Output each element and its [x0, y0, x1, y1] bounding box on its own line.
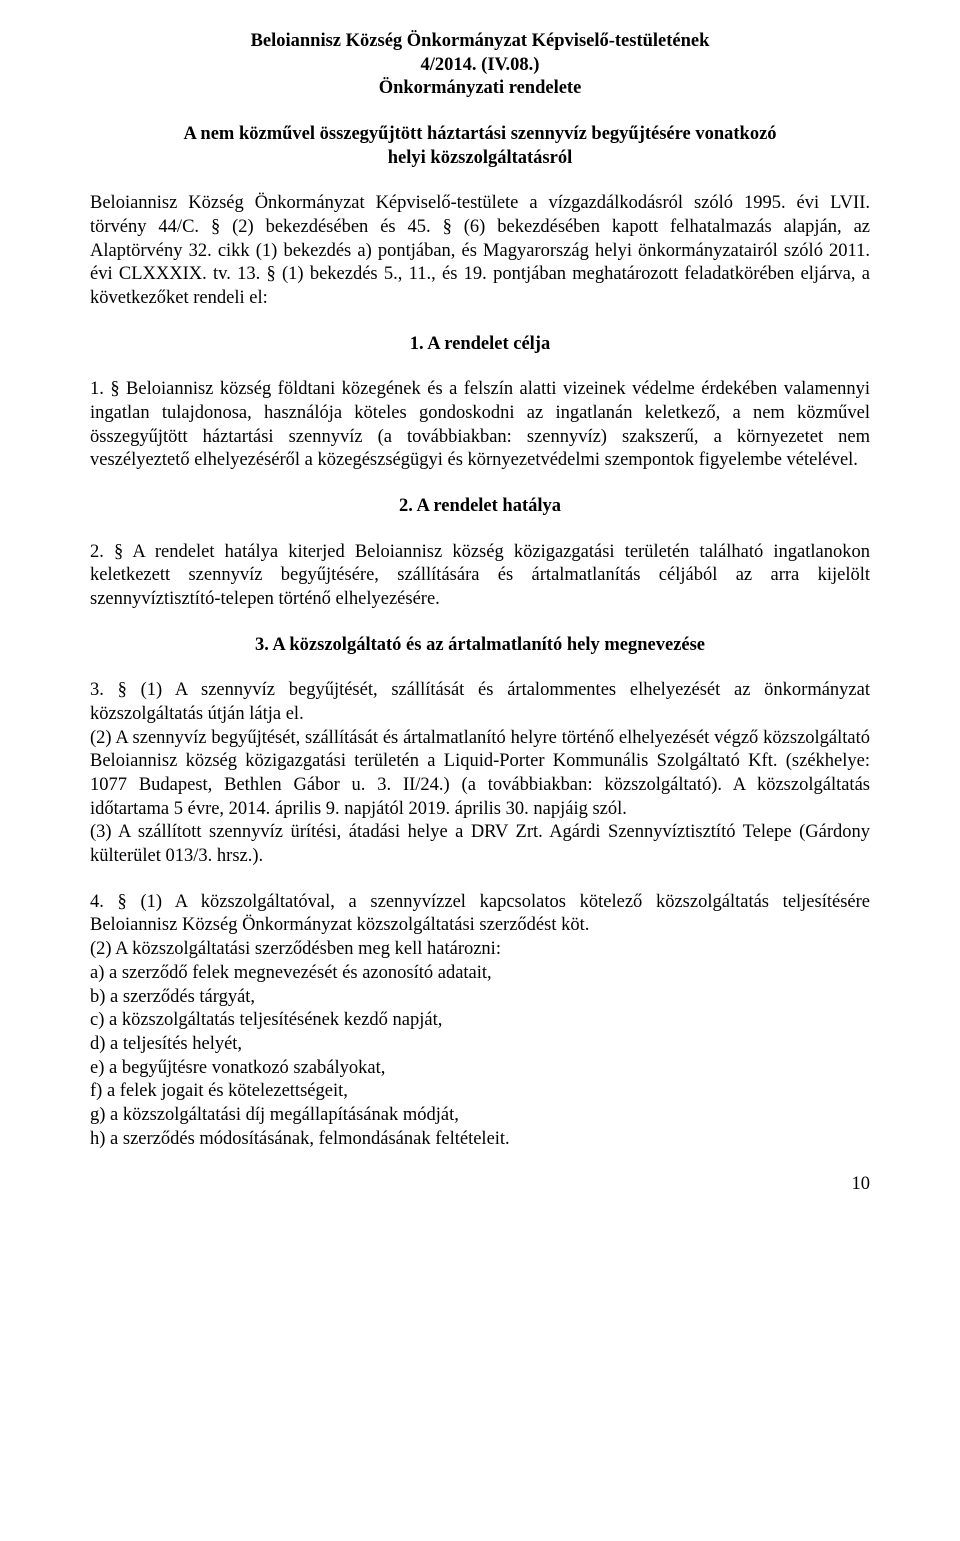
- document-subtitle: A nem közművel összegyűjtött háztartási …: [90, 123, 870, 170]
- section-3-paragraph-2: (2) A szennyvíz begyűjtését, szállítását…: [90, 728, 870, 819]
- list-item-c: c) a közszolgáltatás teljesítésének kezd…: [90, 1009, 870, 1033]
- document-title-block: Beloiannisz Község Önkormányzat Képvisel…: [90, 30, 870, 101]
- subtitle-line-1: A nem közművel összegyűjtött háztartási …: [90, 123, 870, 147]
- list-item-h: h) a szerződés módosításának, felmondásá…: [90, 1128, 870, 1152]
- section-3-block: 3. § (1) A szennyvíz begyűjtését, szállí…: [90, 679, 870, 868]
- list-item-b: b) a szerződés tárgyát,: [90, 986, 870, 1010]
- intro-paragraph: Beloiannisz Község Önkormányzat Képvisel…: [90, 192, 870, 310]
- section-1-heading: 1. A rendelet célja: [90, 333, 870, 357]
- section-2-heading: 2. A rendelet hatálya: [90, 495, 870, 519]
- section-3-paragraph-4-block: 4. § (1) A közszolgáltatóval, a szennyví…: [90, 891, 870, 1151]
- page-number: 10: [90, 1173, 870, 1197]
- section-3-list-heading: (2) A közszolgáltatási szerződésben meg …: [90, 938, 870, 962]
- section-3-paragraph-3: (3) A szállított szennyvíz ürítési, átad…: [90, 822, 870, 866]
- subtitle-line-2: helyi közszolgáltatásról: [90, 147, 870, 171]
- section-3-paragraph-1: 3. § (1) A szennyvíz begyűjtését, szállí…: [90, 680, 870, 724]
- list-item-d: d) a teljesítés helyét,: [90, 1033, 870, 1057]
- section-3-paragraph-4-lead: 4. § (1) A közszolgáltatóval, a szennyví…: [90, 891, 870, 938]
- list-item-a: a) a szerződő felek megnevezését és azon…: [90, 962, 870, 986]
- list-item-g: g) a közszolgáltatási díj megállapításán…: [90, 1104, 870, 1128]
- title-line-1: Beloiannisz Község Önkormányzat Képvisel…: [90, 30, 870, 54]
- section-2-paragraph-1: 2. § A rendelet hatálya kiterjed Beloian…: [90, 541, 870, 612]
- section-1-paragraph-1: 1. § Beloiannisz község földtani közegén…: [90, 378, 870, 473]
- list-item-f: f) a felek jogait és kötelezettségeit,: [90, 1080, 870, 1104]
- title-line-3: Önkormányzati rendelete: [90, 77, 870, 101]
- title-line-2: 4/2014. (IV.08.): [90, 54, 870, 78]
- list-item-e: e) a begyűjtésre vonatkozó szabályokat,: [90, 1057, 870, 1081]
- section-3-heading: 3. A közszolgáltató és az ártalmatlanító…: [90, 634, 870, 658]
